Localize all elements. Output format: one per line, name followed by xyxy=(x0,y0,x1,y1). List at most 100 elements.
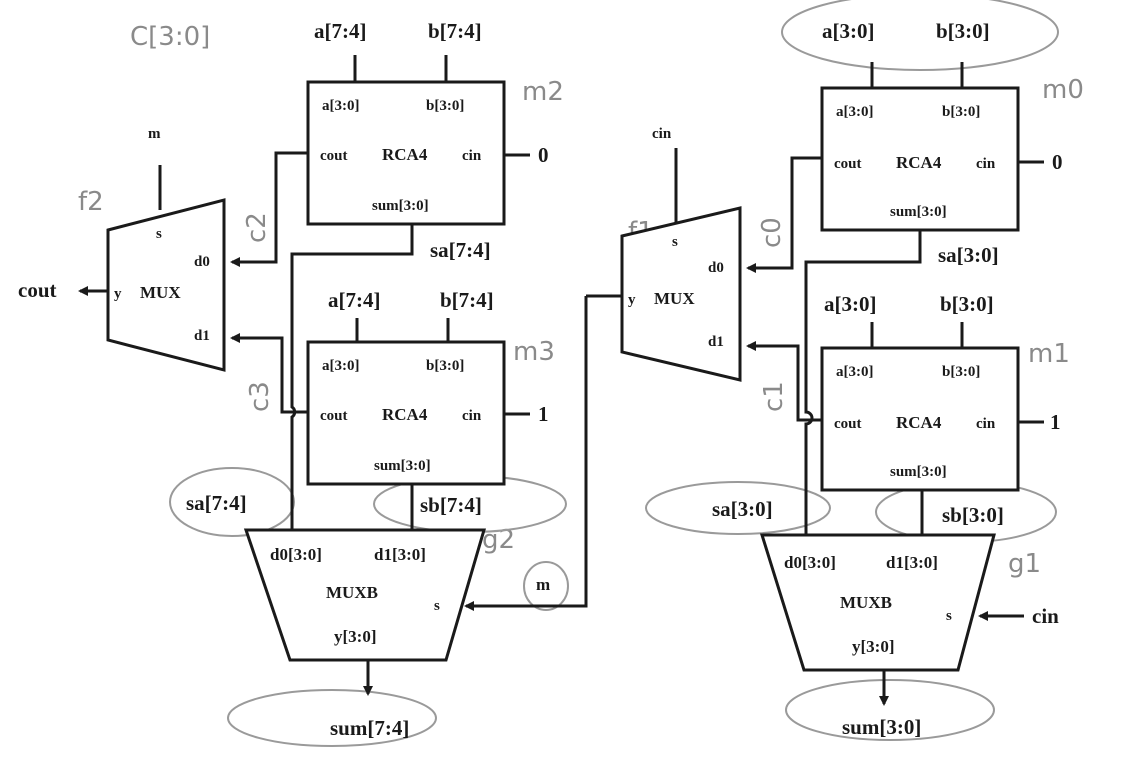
signal-label-sa74: sa[7:4] xyxy=(430,238,491,262)
wire-c1 xyxy=(746,341,822,422)
note-carry-label: C[3:0] xyxy=(130,22,210,52)
pin-b: b[3:0] xyxy=(426,358,464,374)
tag-c1: c1 xyxy=(759,381,789,412)
block-name: RCA4 xyxy=(382,405,428,424)
block-name: RCA4 xyxy=(896,153,942,172)
block-name: RCA4 xyxy=(896,413,942,432)
pin-a: a[3:0] xyxy=(322,98,360,114)
pin-a: a[3:0] xyxy=(836,104,874,120)
pin-cout: cout xyxy=(320,148,348,164)
rca4-block-m3: a[3:0] b[3:0] cout RCA4 cin sum[3:0] xyxy=(306,340,506,486)
pin-cin: cin xyxy=(462,148,482,164)
block-name: MUXB xyxy=(840,593,892,612)
tag-m0: m0 xyxy=(1042,75,1084,105)
tag-c2: c2 xyxy=(242,212,272,243)
pin-d0: d0 xyxy=(194,254,210,270)
signal-label-sb74: sb[7:4] xyxy=(420,493,482,517)
input-label-b74-mid: b[7:4] xyxy=(440,288,494,312)
pin-cout: cout xyxy=(834,416,862,432)
pin-y: y[3:0] xyxy=(334,627,376,646)
signal-label-sa30: sa[3:0] xyxy=(938,243,999,267)
wire-sa74-down xyxy=(290,400,297,530)
cin-const-1-right: 1 xyxy=(1050,410,1061,434)
tag-g1: g1 xyxy=(1008,549,1041,579)
pin-s: s xyxy=(434,598,440,614)
signal-label-sa74-bottom: sa[7:4] xyxy=(186,491,247,515)
pin-cin: cin xyxy=(976,156,996,172)
input-label-b74: b[7:4] xyxy=(428,19,482,43)
input-label-b30-mid: b[3:0] xyxy=(940,292,994,316)
tag-c3: c3 xyxy=(245,381,275,412)
pin-b: b[3:0] xyxy=(426,98,464,114)
tag-m3: m3 xyxy=(513,337,555,367)
pin-d1: d1 xyxy=(194,328,210,344)
pin-d0: d0 xyxy=(708,260,724,276)
pin-d1: d1 xyxy=(708,334,724,350)
pin-cin: cin xyxy=(976,416,996,432)
wire-c2 xyxy=(230,151,308,267)
wire-m-select xyxy=(464,296,588,611)
block-name: MUX xyxy=(654,289,695,308)
pin-s: s xyxy=(156,226,162,242)
annotation-circle-m xyxy=(523,561,569,611)
wire-sa30-down xyxy=(804,402,814,535)
annotation-circle-sa-right xyxy=(645,481,831,535)
pin-y: y xyxy=(628,292,636,308)
pin-d0: d0[3:0] xyxy=(784,553,836,572)
pin-y: y xyxy=(114,286,122,302)
pin-sum: sum[3:0] xyxy=(890,204,947,220)
tag-m2: m2 xyxy=(522,77,564,107)
block-name: MUXB xyxy=(326,583,378,602)
annotation-circle-inputs-right xyxy=(781,0,1059,71)
pin-a: a[3:0] xyxy=(836,364,874,380)
signal-label-cin: cin xyxy=(1032,604,1059,628)
wire-sa30-route xyxy=(804,230,922,402)
muxb-block-g2: d0[3:0] d1[3:0] MUXB s y[3:0] xyxy=(243,528,487,662)
pin-b: b[3:0] xyxy=(942,104,980,120)
pin-d0: d0[3:0] xyxy=(270,545,322,564)
signal-label-sb30: sb[3:0] xyxy=(942,503,1004,527)
block-name: MUX xyxy=(140,283,181,302)
pin-s: s xyxy=(672,234,678,250)
annotation-circle-sum-right xyxy=(785,679,995,741)
pin-cout: cout xyxy=(834,156,862,172)
annotation-circle-sum-left xyxy=(227,689,437,747)
tag-f2: f2 xyxy=(78,187,104,217)
pin-y: y[3:0] xyxy=(852,637,894,656)
input-label-b30: b[3:0] xyxy=(936,19,990,43)
pin-sum: sum[3:0] xyxy=(890,464,947,480)
block-name: RCA4 xyxy=(382,145,428,164)
rca4-block-m0: a[3:0] b[3:0] cout RCA4 cin sum[3:0] xyxy=(820,86,1020,232)
input-label-a30-mid: a[3:0] xyxy=(824,292,876,316)
annotation-circle-sa-left xyxy=(169,467,295,537)
wire-sa74-route xyxy=(290,224,414,400)
output-label-cout: cout xyxy=(18,278,57,302)
cin-const-0-left: 0 xyxy=(538,143,549,167)
output-label-sum30: sum[3:0] xyxy=(842,715,921,739)
pin-b: b[3:0] xyxy=(942,364,980,380)
rca4-block-m2: a[3:0] b[3:0] cout RCA4 cin sum[3:0] xyxy=(306,80,506,226)
muxb-block-g1: d0[3:0] d1[3:0] MUXB s y[3:0] xyxy=(759,533,996,672)
pin-cin: cin xyxy=(462,408,482,424)
tag-c0: c0 xyxy=(757,217,787,248)
pin-a: a[3:0] xyxy=(322,358,360,374)
pin-cout: cout xyxy=(320,408,348,424)
tag-m1: m1 xyxy=(1028,339,1070,369)
rca4-block-m1: a[3:0] b[3:0] cout RCA4 cin sum[3:0] xyxy=(820,346,1020,492)
mux-block-f2: s d0 d1 y MUX xyxy=(106,198,226,372)
mux-select-label-m: m xyxy=(148,126,161,142)
pin-sum: sum[3:0] xyxy=(372,198,429,214)
input-label-a74: a[7:4] xyxy=(314,19,366,43)
signal-label-sa30-bottom: sa[3:0] xyxy=(712,497,773,521)
pin-d1: d1[3:0] xyxy=(886,553,938,572)
mux-select-label-cin: cin xyxy=(652,126,672,142)
cin-const-1-left: 1 xyxy=(538,402,549,426)
signal-label-m: m xyxy=(536,575,550,594)
output-label-sum74: sum[7:4] xyxy=(330,716,409,740)
input-label-a30: a[3:0] xyxy=(822,19,874,43)
pin-sum: sum[3:0] xyxy=(374,458,431,474)
cin-const-0-right: 0 xyxy=(1052,150,1063,174)
wire-c0 xyxy=(746,156,822,273)
mux-block-f1: s d0 d1 y MUX xyxy=(620,206,742,382)
